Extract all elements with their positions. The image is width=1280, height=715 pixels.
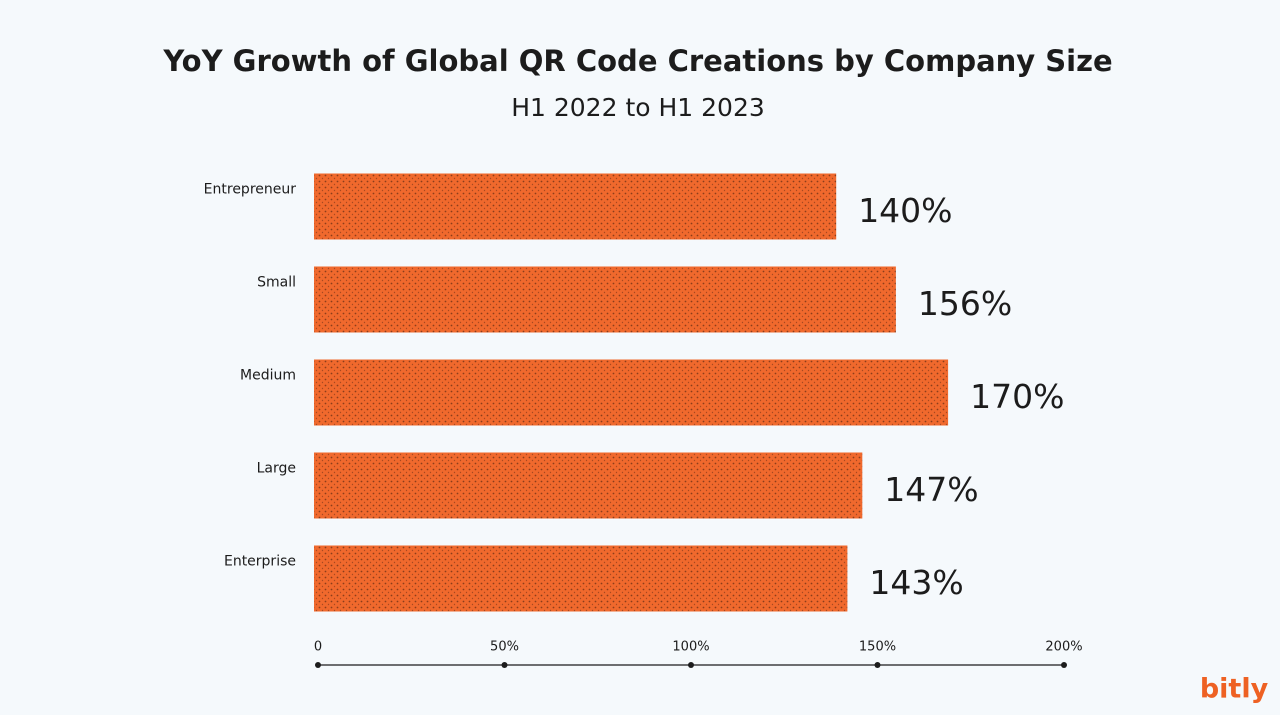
bar: [314, 359, 949, 426]
x-tick-label: 50%: [490, 640, 519, 655]
bar: [314, 173, 837, 240]
logo: bitly: [1200, 674, 1269, 705]
value-label: 156%: [918, 284, 1012, 323]
bar: [314, 545, 848, 612]
x-tick-label: 100%: [672, 640, 709, 655]
x-tick-label: 200%: [1045, 640, 1082, 655]
y-tick-label: Large: [257, 461, 296, 477]
value-label: 143%: [869, 563, 963, 602]
x-tick: [1061, 662, 1067, 668]
bar: [314, 266, 896, 333]
x-tick: [315, 662, 321, 668]
value-label: 170%: [970, 377, 1064, 416]
x-tick-label: 150%: [859, 640, 896, 655]
chart-subtitle: H1 2022 to H1 2023: [511, 93, 765, 122]
y-tick-label: Medium: [240, 368, 296, 384]
x-tick: [688, 662, 694, 668]
y-tick-label: Entrepreneur: [204, 182, 297, 198]
y-tick-label: Small: [257, 275, 296, 291]
bar: [314, 452, 863, 519]
x-tick: [874, 662, 881, 668]
y-tick-label: Enterprise: [224, 554, 296, 570]
chart-title: YoY Growth of Global QR Code Creations b…: [162, 44, 1112, 78]
value-label: 140%: [858, 191, 952, 230]
x-tick: [501, 662, 508, 668]
x-tick-label: 0: [314, 640, 322, 655]
value-label: 147%: [884, 470, 978, 509]
